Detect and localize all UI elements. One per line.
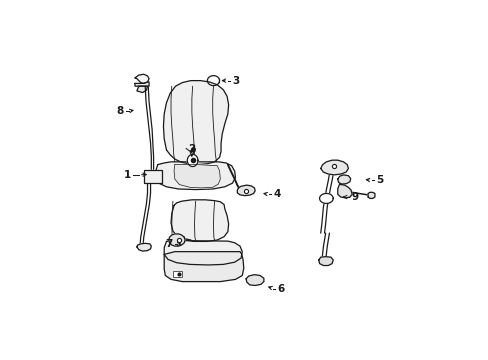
Bar (173, 270, 182, 278)
Polygon shape (237, 185, 255, 195)
Polygon shape (168, 234, 184, 246)
Text: 4: 4 (273, 189, 280, 199)
Text: 3: 3 (231, 76, 239, 86)
Polygon shape (320, 160, 347, 175)
Text: 9: 9 (350, 192, 358, 202)
Polygon shape (164, 240, 242, 265)
Bar (143, 170, 162, 183)
Text: 1: 1 (123, 170, 131, 180)
Polygon shape (319, 193, 332, 203)
Polygon shape (137, 243, 151, 251)
Text: 6: 6 (277, 284, 284, 293)
Polygon shape (137, 86, 147, 93)
Polygon shape (135, 82, 149, 86)
Polygon shape (164, 252, 244, 282)
Polygon shape (174, 165, 220, 188)
Polygon shape (156, 162, 235, 190)
Polygon shape (187, 154, 198, 167)
Polygon shape (171, 200, 228, 242)
Text: 2: 2 (188, 144, 195, 153)
Polygon shape (337, 175, 350, 184)
Polygon shape (367, 192, 374, 198)
Polygon shape (337, 184, 351, 198)
Polygon shape (245, 275, 264, 285)
Text: 7: 7 (165, 239, 172, 249)
Polygon shape (318, 257, 332, 266)
Text: 8: 8 (116, 106, 123, 116)
Polygon shape (163, 81, 228, 165)
Text: 5: 5 (375, 175, 382, 185)
Polygon shape (135, 74, 149, 84)
